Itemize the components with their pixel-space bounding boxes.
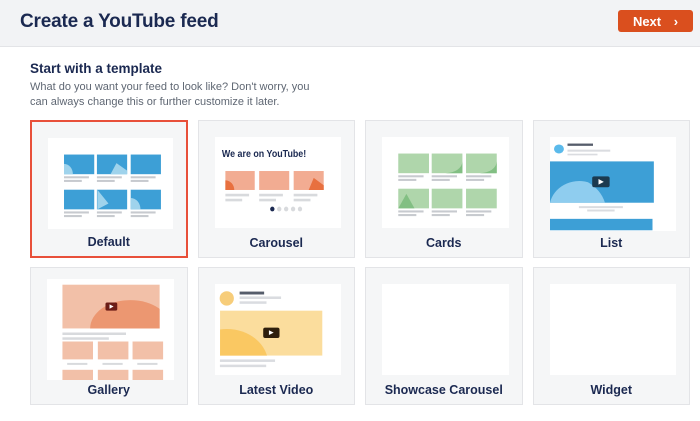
svg-text:We are on YouTube!: We are on YouTube! xyxy=(221,149,305,159)
